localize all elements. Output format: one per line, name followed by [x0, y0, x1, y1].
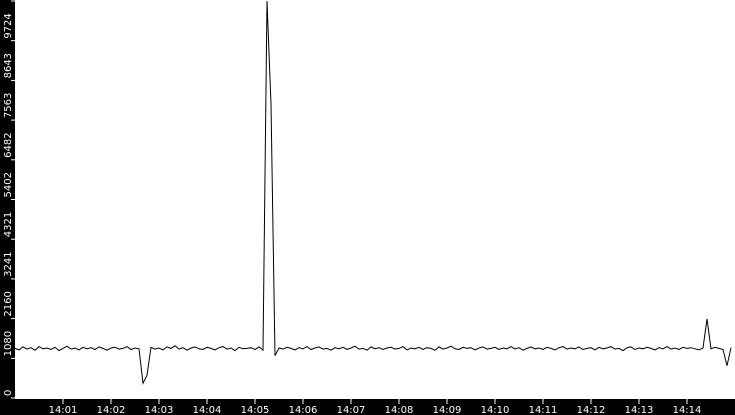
x-axis-ticks: 14:01 14:02 14:03 14:04 14:05 14:06 14:07 14:08… — [49, 399, 702, 415]
y-tick-label: 3241 — [3, 251, 14, 276]
y-tick-label: 4321 — [3, 212, 14, 237]
y-tick-label: 7563 — [3, 93, 14, 118]
y-tick-label: 5402 — [3, 172, 14, 197]
x-tick-label: 14:11 — [529, 405, 558, 415]
y-tick-label: 8643 — [3, 53, 14, 78]
y-tick-label: 1080 — [3, 331, 14, 356]
x-tick-label: 14:06 — [289, 405, 318, 415]
x-tick-label: 14:14 — [673, 405, 702, 415]
x-tick-label: 14:01 — [49, 405, 78, 415]
x-tick-label: 14:02 — [97, 405, 126, 415]
x-tick-label: 14:13 — [625, 405, 654, 415]
x-tick-label: 14:03 — [145, 405, 174, 415]
x-tick-label: 14:09 — [433, 405, 462, 415]
x-axis-bar — [0, 399, 735, 415]
y-tick-label: 9724 — [3, 13, 14, 38]
y-tick-label: 0 — [3, 390, 14, 396]
x-tick-label: 14:08 — [385, 405, 414, 415]
x-tick-label: 14:05 — [241, 405, 270, 415]
x-tick-label: 14:10 — [481, 405, 510, 415]
y-axis-ticks: 0108021603241432154026482756386439724108… — [3, 0, 16, 399]
y-axis-bar — [0, 0, 15, 415]
y-tick-label: 2160 — [3, 291, 14, 316]
x-tick-label: 14:04 — [193, 405, 222, 415]
x-tick-label: 14:07 — [337, 405, 366, 415]
x-tick-label: 14:12 — [577, 405, 606, 415]
series-line — [14, 0, 732, 386]
y-tick-label: 6482 — [3, 132, 14, 157]
